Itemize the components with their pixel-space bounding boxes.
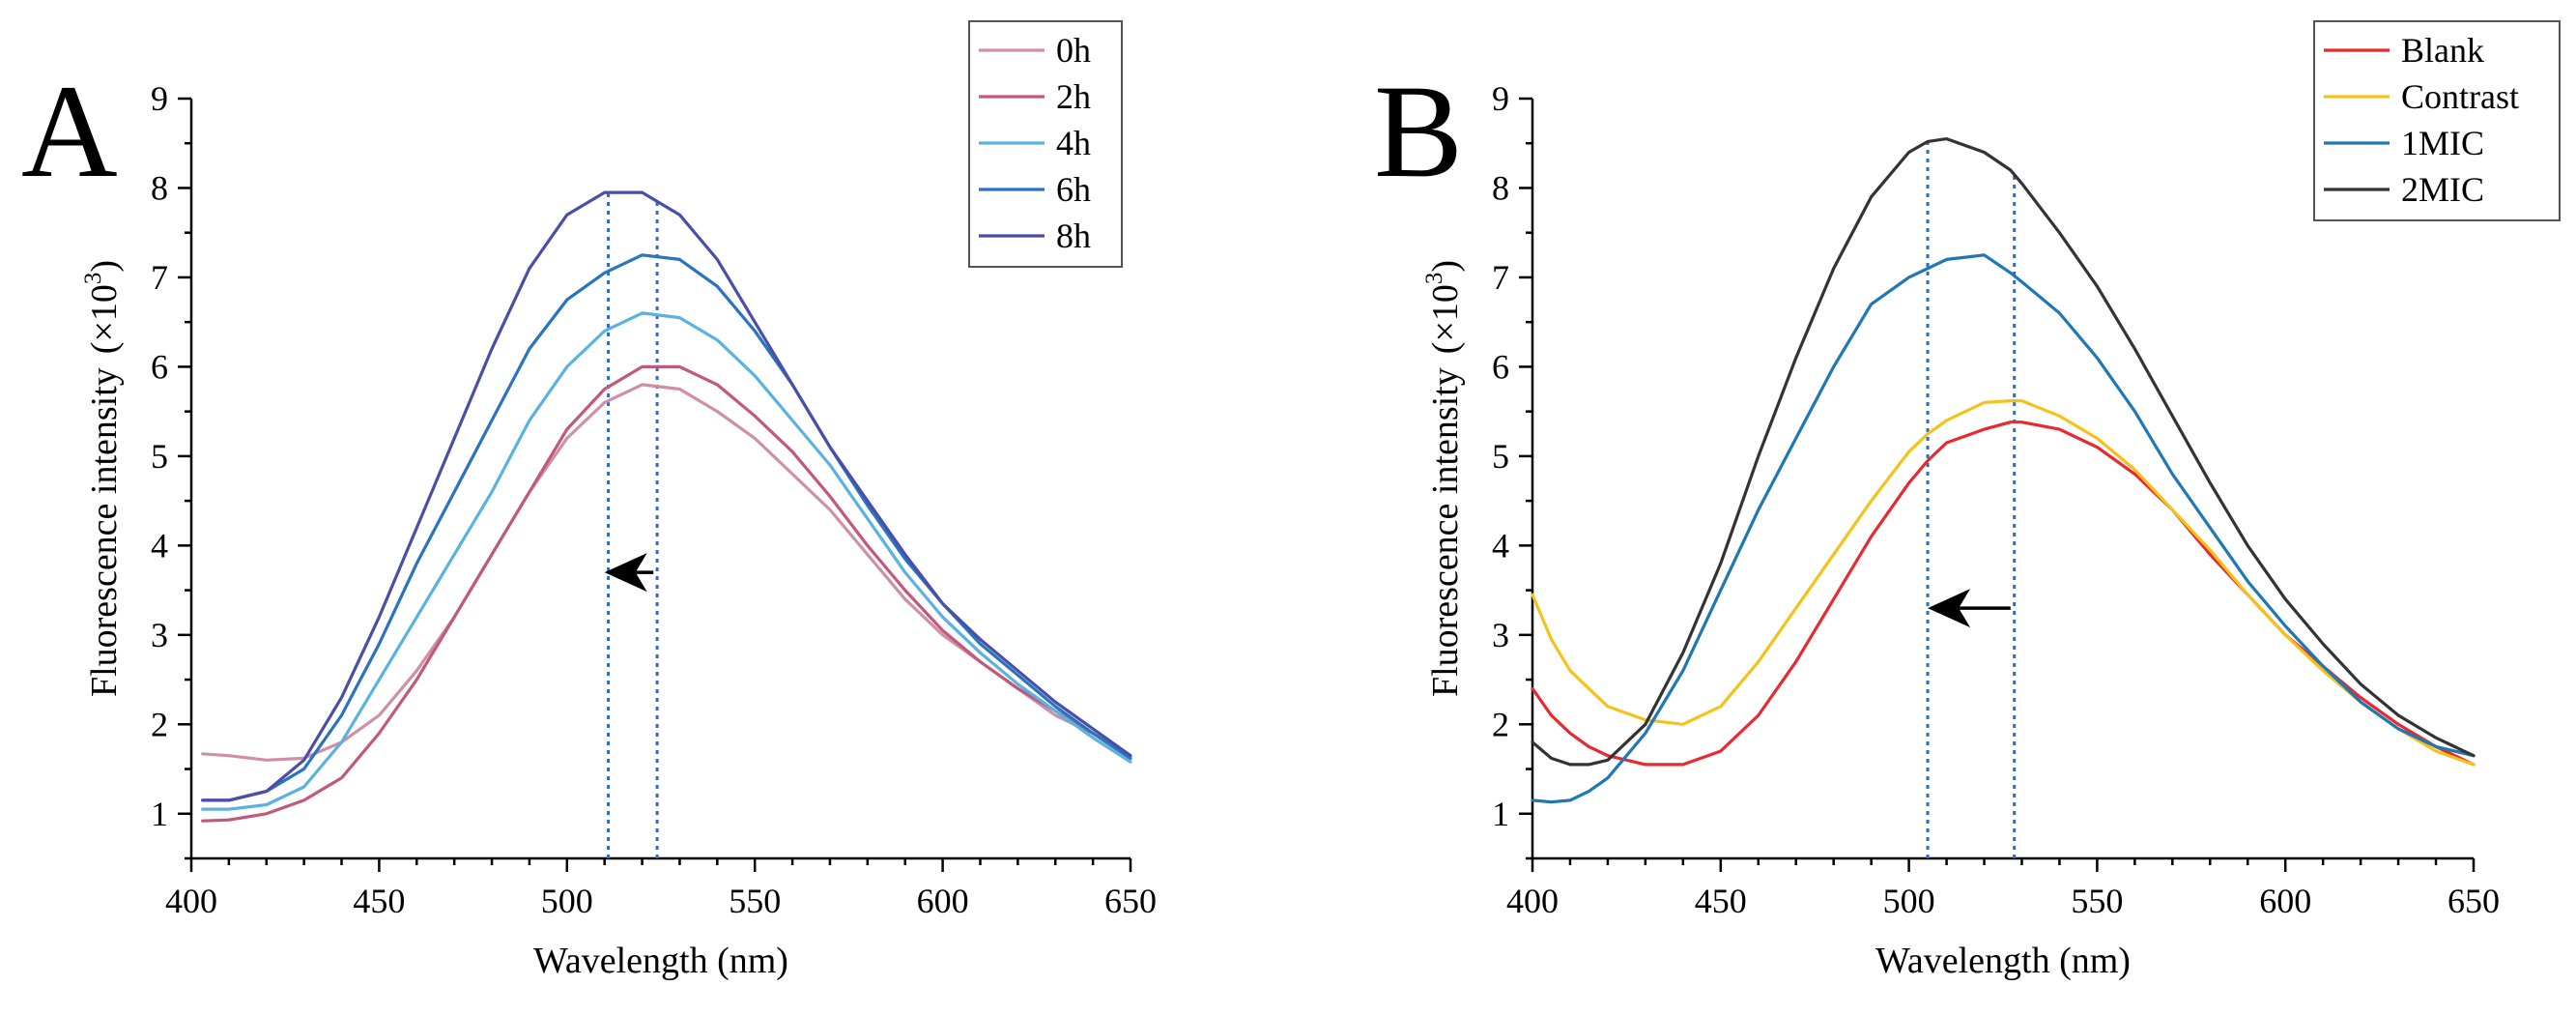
legend-label: 0h bbox=[1056, 31, 1091, 70]
y-axis-title-main: Fluorescence intensity bbox=[84, 367, 125, 697]
series-line-2mic bbox=[1531, 137, 2476, 767]
y-axis-title: Fluorescence intensity (×103) bbox=[1421, 260, 1466, 697]
y-tick-label: 2 bbox=[151, 705, 168, 743]
x-tick-label: 450 bbox=[1695, 882, 1747, 920]
series-line-2h bbox=[201, 364, 1132, 823]
y-axis-title-close: ) bbox=[1425, 260, 1466, 273]
series-line-6h bbox=[201, 253, 1132, 802]
y-tick-label: 3 bbox=[151, 616, 168, 654]
series-line-4h bbox=[201, 311, 1132, 811]
series-line-blank bbox=[1531, 420, 2476, 767]
y-tick-label: 7 bbox=[1492, 258, 1509, 297]
x-tick-label: 650 bbox=[2447, 882, 2500, 920]
x-tick-label: 400 bbox=[1506, 882, 1559, 920]
x-tick-label: 500 bbox=[541, 882, 593, 920]
series-line-1mic bbox=[1531, 253, 2476, 804]
x-axis-title: Wavelength (nm) bbox=[1875, 941, 2131, 981]
y-tick-label: 2 bbox=[1492, 705, 1509, 743]
y-tick-label: 9 bbox=[1492, 79, 1509, 118]
legend-label: 2MIC bbox=[2401, 170, 2484, 209]
y-tick-label: 8 bbox=[1492, 168, 1509, 207]
y-tick-label: 9 bbox=[151, 79, 168, 118]
x-tick-label: 450 bbox=[353, 882, 405, 920]
legend-label: Contrast bbox=[2401, 77, 2519, 116]
series-line-8h bbox=[201, 190, 1132, 802]
legend-label: Blank bbox=[2401, 31, 2484, 70]
y-tick-label: 4 bbox=[151, 526, 168, 565]
x-tick-label: 550 bbox=[729, 882, 781, 920]
y-axis-title-exponent: 3 bbox=[80, 273, 106, 285]
y-axis-title: Fluorescence intensity (×103) bbox=[80, 260, 125, 697]
legend-box bbox=[2313, 20, 2561, 221]
y-axis-title-exponent: 3 bbox=[1421, 273, 1447, 285]
y-tick-label: 8 bbox=[151, 168, 168, 207]
y-tick-label: 1 bbox=[1492, 795, 1509, 833]
legend-label: 6h bbox=[1056, 170, 1091, 209]
y-axis-title-group: Fluorescence intensity (×103) bbox=[1421, 260, 1466, 697]
y-tick-label: 6 bbox=[1492, 347, 1509, 386]
legend: Blank Contrast 1MIC 2MIC bbox=[2313, 20, 2561, 221]
x-tick-label: 500 bbox=[1883, 882, 1935, 920]
arrow-head bbox=[604, 553, 647, 593]
legend-label: 4h bbox=[1056, 124, 1091, 162]
legend: 0h 2h 4h 6h 8h bbox=[968, 20, 1123, 268]
y-axis-title-unit: (×10 bbox=[1425, 284, 1466, 354]
x-tick-label: 600 bbox=[917, 882, 969, 920]
legend-label: 1MIC bbox=[2401, 124, 2484, 162]
panel-a: A 400 450 500 550 600 650 1 2 3 4 5 6 7 8 9 Wavelength (… bbox=[21, 20, 1157, 981]
y-tick-label: 4 bbox=[1492, 526, 1509, 565]
y-axis-title-close: ) bbox=[84, 260, 125, 273]
y-tick-label: 7 bbox=[151, 258, 168, 297]
series-line-0h bbox=[201, 383, 1132, 762]
y-axis-title-group: Fluorescence intensity (×103) bbox=[80, 260, 125, 697]
x-tick-label: 650 bbox=[1104, 882, 1157, 920]
legend-label: 8h bbox=[1056, 217, 1091, 255]
arrow-head bbox=[1928, 589, 1971, 628]
legend-label: 2h bbox=[1056, 77, 1091, 116]
panel-b: B 400 450 500 550 600 650 1 2 3 4 5 6 7 8 9 Wavelength (… bbox=[1374, 20, 2561, 981]
x-axis-title: Wavelength (nm) bbox=[533, 941, 788, 981]
x-tick-label: 400 bbox=[165, 882, 217, 920]
panel-label: B bbox=[1374, 57, 1463, 205]
x-tick-label: 600 bbox=[2259, 882, 2311, 920]
y-tick-label: 6 bbox=[151, 347, 168, 386]
x-tick-label: 550 bbox=[2071, 882, 2123, 920]
series-line-contrast bbox=[1531, 399, 2476, 767]
y-tick-label: 1 bbox=[151, 795, 168, 833]
y-tick-label: 3 bbox=[1492, 616, 1509, 654]
y-axis-title-main: Fluorescence intensity bbox=[1425, 367, 1466, 697]
panel-label: A bbox=[21, 57, 118, 205]
y-tick-label: 5 bbox=[1492, 437, 1509, 476]
y-axis-title-unit: (×10 bbox=[84, 284, 125, 354]
y-tick-label: 5 bbox=[151, 437, 168, 476]
